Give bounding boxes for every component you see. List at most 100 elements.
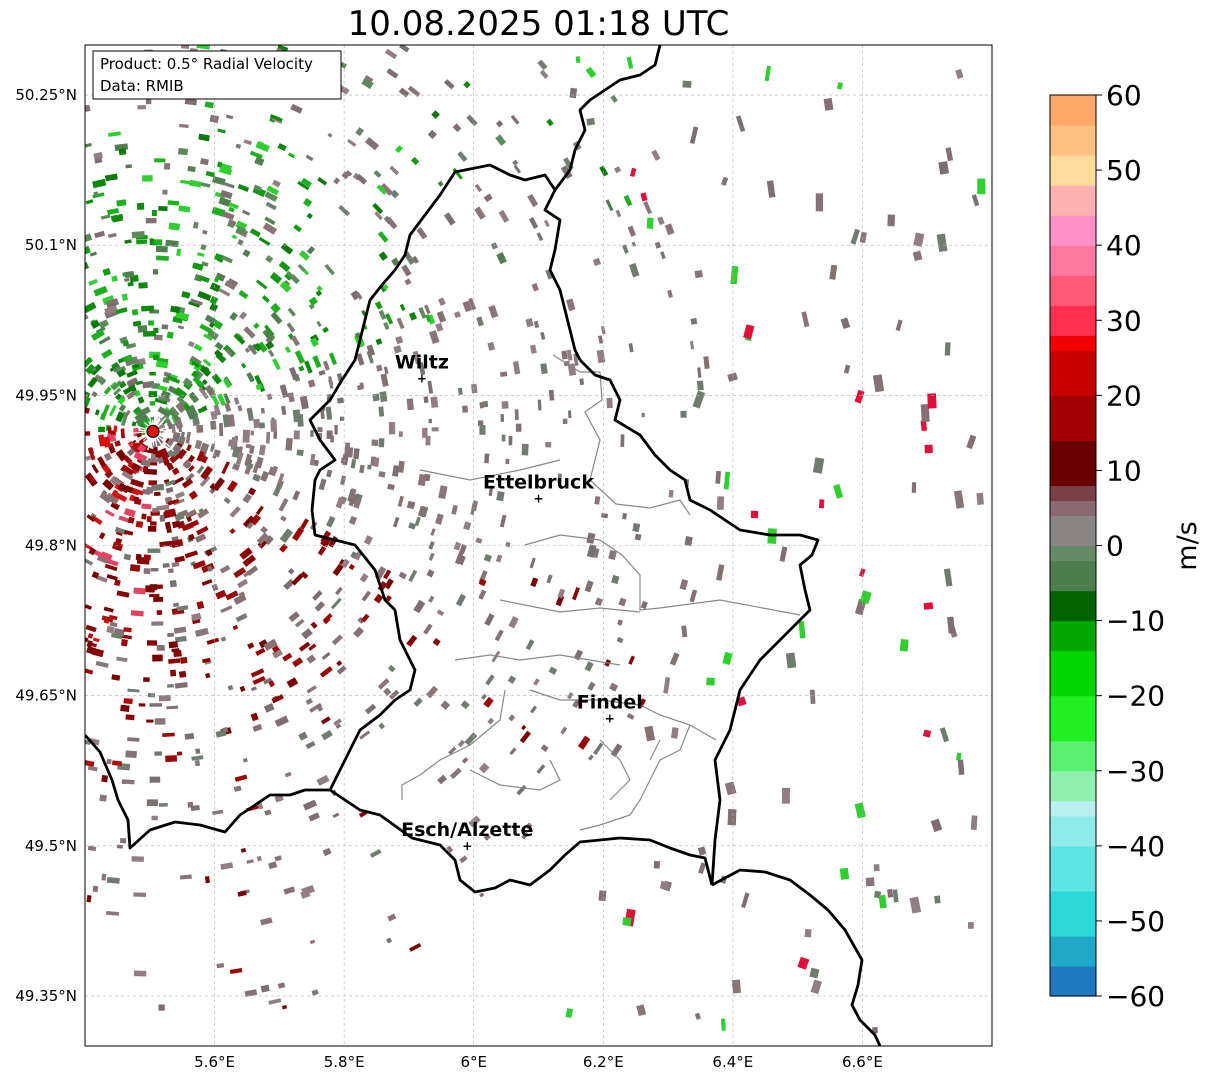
radar-bin	[119, 515, 129, 522]
radar-bin	[412, 255, 419, 264]
radar-bin	[154, 718, 166, 725]
radar-bin	[123, 508, 136, 518]
city-findel[interactable]: +Findel	[577, 692, 643, 726]
radar-bin	[199, 323, 213, 334]
radar-bin	[317, 427, 323, 433]
radar-bin	[125, 164, 132, 169]
radar-bin	[909, 896, 922, 914]
radar-bin	[227, 278, 239, 287]
radar-bin	[429, 330, 440, 344]
radar-bin	[641, 412, 645, 418]
radar-bin	[123, 553, 132, 561]
city-eschalzette[interactable]: +Esch/Alzette	[401, 819, 533, 853]
radar-bin	[277, 143, 287, 152]
radar-bin	[95, 660, 109, 668]
colorbar-tick-label: −20	[1106, 680, 1165, 713]
radar-bin	[123, 627, 132, 633]
radar-map[interactable]: +Wiltz+Ettelbruck+Findel+Esch/Alzette 5.…	[0, 0, 1000, 1081]
lat-tick-label: 49.8°N	[25, 537, 77, 555]
radar-bin	[436, 609, 445, 617]
radar-bin	[512, 360, 521, 375]
radar-bin	[91, 647, 104, 658]
radar-bin	[395, 145, 403, 154]
radar-bin	[383, 366, 389, 375]
radar-bin	[136, 443, 147, 453]
radar-bin	[297, 414, 304, 427]
radar-bin	[341, 171, 350, 180]
radar-bin	[923, 602, 934, 610]
radar-bin	[197, 407, 206, 414]
radar-bin	[176, 751, 183, 756]
radar-bin	[785, 652, 797, 669]
radar-bin	[359, 464, 365, 474]
radar-bin	[252, 461, 260, 474]
radar-bin	[278, 498, 289, 512]
colorbar-swatch	[1050, 800, 1096, 817]
radar-bin	[205, 672, 211, 679]
radar-bin	[266, 393, 273, 401]
radar-bin	[584, 580, 594, 593]
radar-bin	[194, 627, 209, 637]
radar-bin	[422, 427, 428, 438]
city-wiltz[interactable]: +Wiltz	[395, 351, 449, 385]
radar-bin	[286, 677, 299, 689]
radar-bin	[531, 282, 539, 292]
radar-bin	[85, 556, 94, 566]
radar-bin	[166, 422, 174, 430]
radar-bin	[384, 578, 394, 590]
radar-bin	[515, 423, 522, 432]
radar-bin	[546, 574, 553, 584]
radar-bin	[171, 467, 180, 476]
radar-bin	[201, 657, 211, 664]
radar-bin	[211, 373, 222, 385]
radar-bin	[133, 587, 146, 595]
radar-bin	[955, 68, 964, 79]
radar-bin	[478, 578, 487, 587]
country-border-line	[553, 45, 662, 191]
radar-bin	[464, 732, 478, 746]
radar-bin	[766, 180, 776, 198]
radar-bin	[192, 560, 206, 570]
radar-bin	[316, 285, 323, 292]
radar-bin	[120, 428, 125, 439]
radar-site-marker[interactable]	[146, 424, 160, 438]
city-ettelbruck[interactable]: +Ettelbruck	[483, 471, 594, 505]
country-border-line	[308, 163, 582, 791]
radar-bin	[132, 320, 142, 327]
radar-bin	[690, 317, 698, 325]
radar-bin	[325, 515, 336, 528]
radar-bin	[353, 448, 360, 460]
city-label: Wiltz	[395, 351, 449, 373]
radar-bin	[94, 230, 106, 239]
radar-bin	[432, 638, 441, 646]
radar-bin	[414, 516, 421, 527]
radar-bin	[533, 678, 540, 686]
colorbar-swatch	[1050, 575, 1096, 592]
radar-bin	[404, 278, 412, 286]
radar-bin	[132, 488, 144, 496]
radar-bin	[174, 635, 187, 643]
radar-bin	[135, 553, 142, 561]
radar-bin	[330, 435, 335, 443]
radar-bin	[141, 305, 155, 312]
radar-bin	[91, 391, 98, 398]
radar-bin	[361, 77, 374, 90]
radar-bin	[199, 364, 212, 377]
radar-bin	[720, 1018, 726, 1031]
radar-bin	[143, 677, 150, 682]
radar-bin	[301, 177, 312, 188]
radar-bin	[425, 314, 432, 323]
radar-bin	[191, 361, 200, 368]
colorbar-swatch	[1050, 140, 1096, 156]
radar-bin	[242, 515, 255, 528]
radar-bin	[668, 489, 674, 498]
colorbar-swatch	[1050, 950, 1096, 967]
radar-bin	[174, 681, 188, 689]
country-borders	[85, 45, 882, 1046]
radar-bin	[369, 848, 382, 858]
colorbar-frame	[1049, 94, 1097, 997]
radar-bin	[146, 640, 158, 646]
radar-bin	[249, 513, 262, 526]
radar-bin	[102, 478, 115, 491]
radar-bin	[104, 173, 118, 182]
